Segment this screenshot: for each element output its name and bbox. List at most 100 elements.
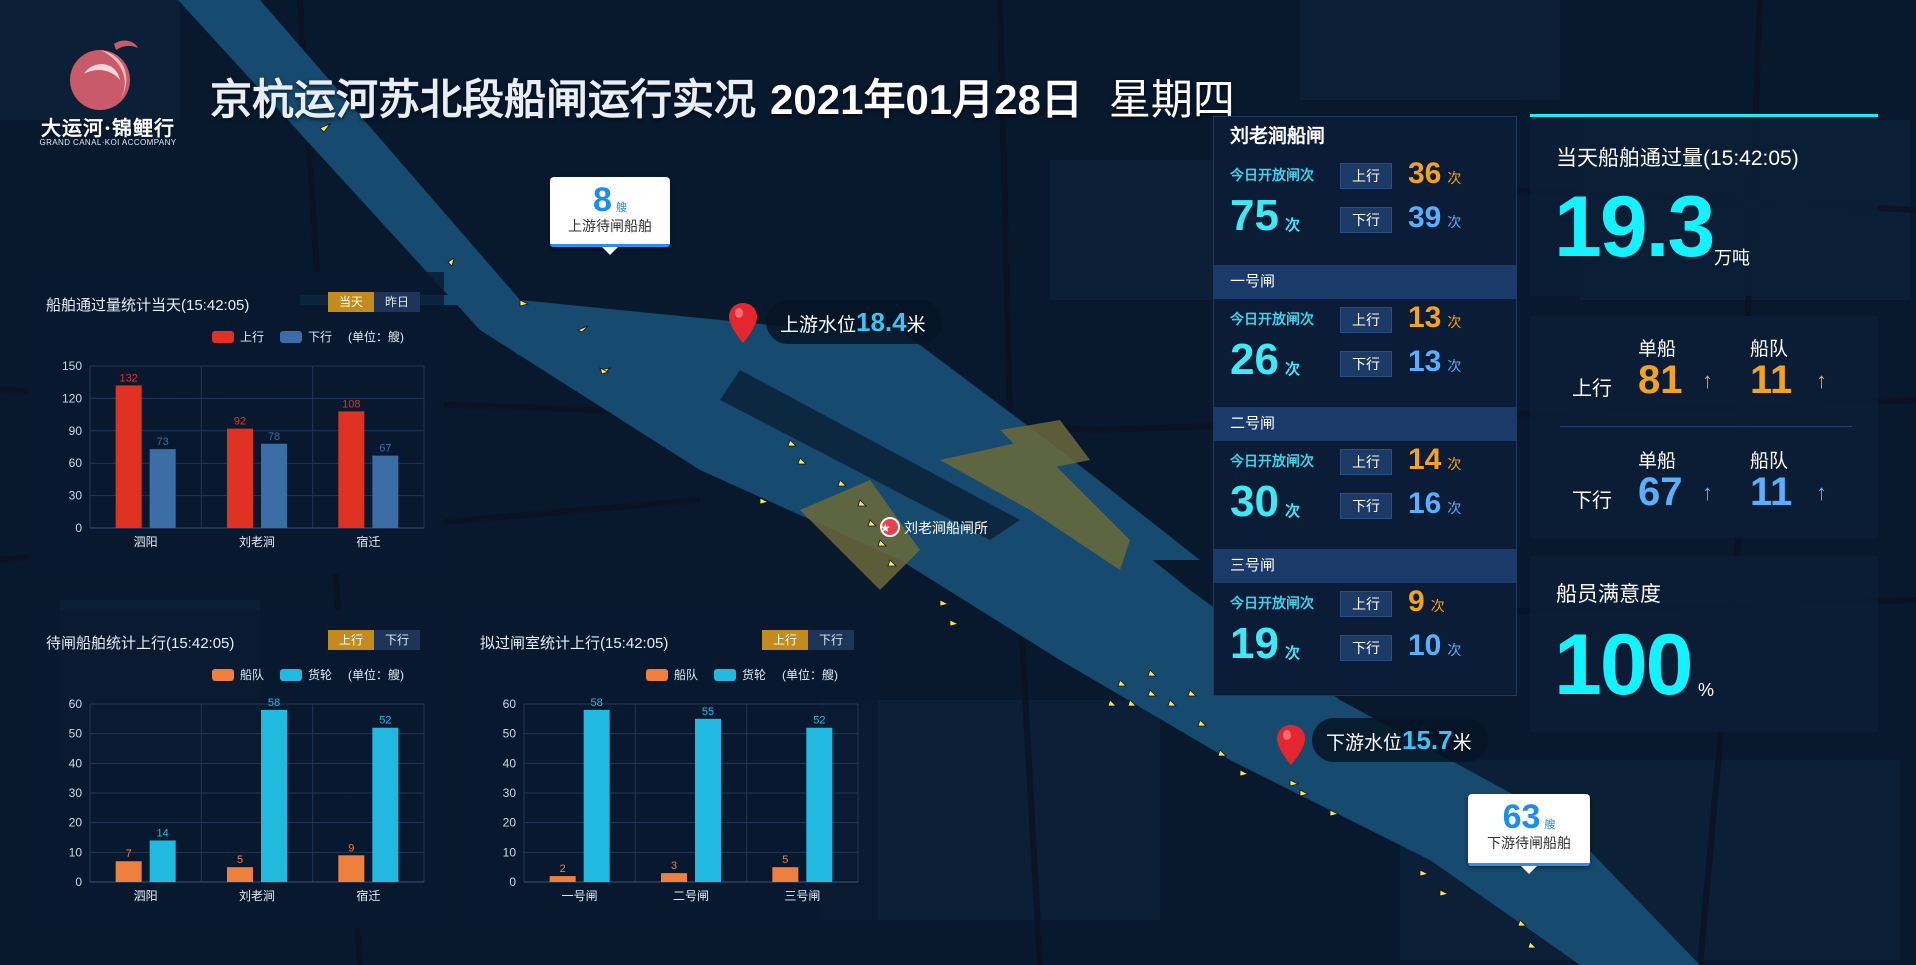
unit-note: (单位：艘): [782, 668, 839, 682]
accent-line: [1530, 114, 1878, 117]
up-count: 13 次: [1408, 301, 1461, 335]
data-label: 5: [237, 854, 243, 866]
open-total: 26 次: [1230, 335, 1300, 385]
tab-yesterday[interactable]: 昨日: [374, 292, 420, 312]
down-direction-label: 下行: [1340, 207, 1392, 233]
lock-station-label[interactable]: 刘老涧船闸所: [904, 520, 988, 536]
data-label: 14: [157, 827, 169, 839]
legend-item[interactable]: 船队: [212, 666, 264, 683]
down-count: 39 次: [1408, 201, 1461, 235]
up-single-count: 81: [1638, 358, 1683, 402]
unit-note: (单位：艘): [348, 330, 405, 344]
callout-bar: [1468, 863, 1590, 866]
logo-text-cn: 大运河·锦鲤行: [41, 116, 175, 140]
down-fleet-arrow-icon: ↑: [1816, 480, 1827, 505]
legend-swatch: [280, 330, 303, 343]
legend-swatch: [714, 668, 737, 681]
y-tick-label: 40: [69, 756, 83, 770]
data-label: 9: [348, 842, 354, 854]
x-tick-label: 刘老涧: [239, 889, 275, 903]
y-tick-label: 50: [69, 727, 83, 741]
downstream-pin-icon[interactable]: [1277, 725, 1305, 765]
down-count-unit: 次: [1447, 642, 1462, 658]
data-label: 67: [379, 443, 391, 455]
open-total-value: 75: [1230, 191, 1279, 240]
down-count-unit: 次: [1447, 500, 1462, 516]
y-tick-label: 20: [69, 816, 83, 830]
data-label: 5: [782, 854, 788, 866]
y-tick-label: 0: [75, 521, 82, 535]
bar: [149, 449, 176, 528]
open-label: 今日开放闸次: [1230, 167, 1314, 183]
open-total: 75 次: [1230, 191, 1300, 241]
lock-1-header[interactable]: 一号闸: [1214, 265, 1516, 299]
y-tick-label: 150: [62, 359, 82, 373]
tab-downstream[interactable]: 下行: [374, 630, 420, 650]
data-label: 52: [379, 715, 391, 727]
open-total: 30 次: [1230, 477, 1300, 527]
up-direction-label: 上行: [1340, 449, 1392, 475]
lock-status-panel: 刘老涧船闸 今日开放闸次 75 次 上行 36 次 下行 39 次 一号闸 今日开放闸…: [1213, 116, 1517, 696]
tab-group: 上行 下行: [762, 630, 854, 650]
legend-swatch: [212, 330, 234, 343]
lock-3-header[interactable]: 三号闸: [1214, 549, 1516, 583]
down-count-value: 39: [1408, 201, 1442, 234]
unit-note: (单位：艘): [348, 668, 405, 682]
lock-2-header[interactable]: 二号闸: [1214, 407, 1516, 441]
satisfaction-unit: %: [1698, 680, 1715, 700]
up-count-unit: 次: [1447, 170, 1462, 186]
down-single-arrow-icon: ↑: [1702, 480, 1713, 505]
downstream-level-value: 15.7: [1402, 725, 1453, 755]
up-fleet-count: 11: [1750, 358, 1793, 402]
y-tick-label: 60: [503, 697, 517, 711]
down-direction-label: 下行: [1340, 493, 1392, 519]
legend-item[interactable]: 船队: [646, 666, 698, 683]
bar: [372, 727, 399, 882]
divider: [1560, 426, 1852, 427]
page-title: 京杭运河苏北段船闸运行实况 2021年01月28日 星期四: [210, 66, 1235, 127]
legend-item[interactable]: 货轮: [280, 666, 332, 683]
lock-panel-title: 刘老涧船闸: [1214, 117, 1516, 155]
lock-main-summary: 今日开放闸次 75 次 上行 36 次 下行 39 次: [1214, 153, 1516, 259]
upstream-pin-icon[interactable]: [729, 303, 757, 343]
legend-item[interactable]: 货轮: [714, 666, 766, 683]
satisfaction-value: 100: [1554, 617, 1693, 713]
bar: [338, 411, 365, 528]
data-label: 52: [813, 715, 825, 727]
x-tick-label: 宿迁: [356, 534, 380, 549]
legend-label: 船队: [674, 668, 699, 682]
bar: [806, 727, 833, 882]
tab-upstream[interactable]: 上行: [762, 630, 808, 650]
page-date: 2021年01月28日: [770, 76, 1083, 123]
upstream-waiting-label: 上游待闸船舶: [568, 218, 652, 234]
y-tick-label: 40: [503, 756, 517, 770]
bar: [115, 861, 142, 882]
bar: [583, 709, 610, 882]
legend-item[interactable]: 上行: [212, 328, 264, 345]
data-label: 2: [560, 863, 566, 875]
legend-swatch: [212, 668, 234, 681]
bar: [338, 855, 365, 882]
data-label: 55: [702, 706, 714, 718]
up-count-unit: 次: [1447, 314, 1462, 330]
upstream-level-unit: 米: [906, 315, 926, 336]
legend-item[interactable]: 下行: [280, 328, 332, 345]
tab-today[interactable]: 当天: [328, 292, 374, 312]
upstream-level-badge: 上游水位18.4米: [766, 300, 942, 344]
x-tick-label: 一号闸: [562, 889, 598, 903]
chart-legend: 船队 货轮 (单位：艘): [212, 666, 420, 683]
data-label: 132: [119, 372, 137, 384]
lock-chamber-bar-chart: 0 10 20 30 40 50 60 2 58 一号闸 3 55 二号闸 5 52 三号闸: [503, 697, 859, 903]
downstream-waiting-callout[interactable]: 63 艘 下游待闸船舶: [1468, 794, 1590, 874]
open-label: 今日开放闸次: [1230, 453, 1314, 469]
bar: [115, 385, 142, 528]
col-header-fleet: 船队: [1750, 339, 1789, 360]
down-count-value: 13: [1408, 345, 1442, 378]
up-direction-label: 上行: [1340, 163, 1392, 189]
up-direction-label: 上行: [1340, 591, 1392, 617]
tab-downstream[interactable]: 下行: [808, 630, 854, 650]
open-total-unit: 次: [1284, 217, 1300, 234]
tab-upstream[interactable]: 上行: [328, 630, 374, 650]
up-single-arrow-icon: ↑: [1702, 368, 1713, 393]
